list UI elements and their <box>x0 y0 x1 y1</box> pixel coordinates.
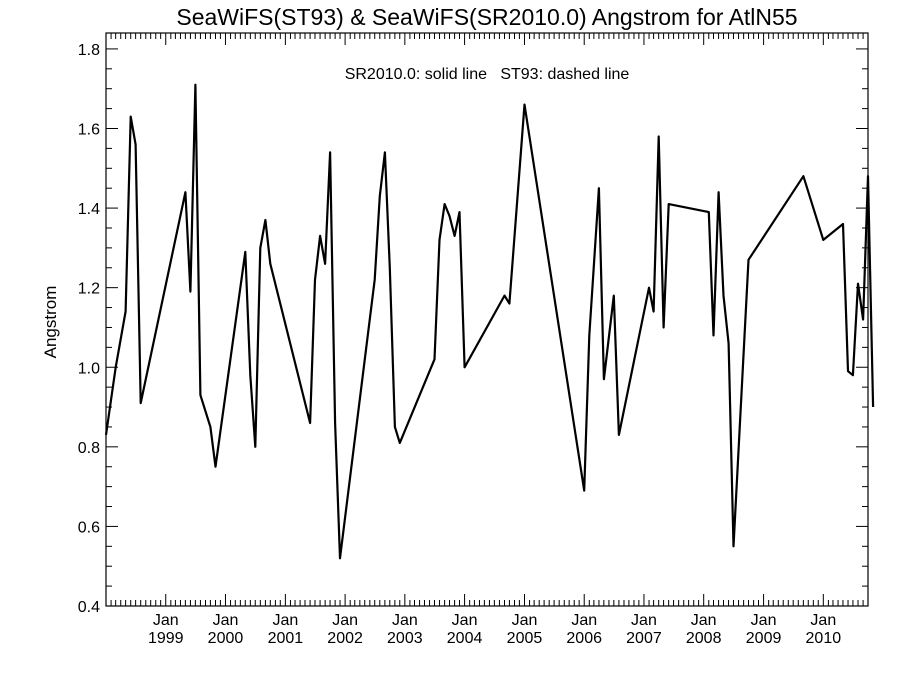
y-tick-label: 1.8 <box>78 42 100 59</box>
x-tick-label-year: 2005 <box>507 630 543 647</box>
x-tick-label-year: 1999 <box>148 630 184 647</box>
x-tick-label-year: 2006 <box>566 630 602 647</box>
x-tick-label-month: Jan <box>213 612 239 629</box>
x-tick-label-year: 2002 <box>327 630 363 647</box>
series-line-sr2010-0 <box>104 83 875 560</box>
y-tick-label: 1.4 <box>78 201 100 218</box>
x-tick-label-month: Jan <box>392 612 418 629</box>
y-axis-ticks: 0.4 0.6 0.8 1.0 1.2 1.4 1.6 1.8 <box>78 42 868 616</box>
y-tick-label: 0.4 <box>78 599 100 616</box>
y-tick-label: 0.8 <box>78 440 100 457</box>
line-style-legend: SR2010.0: solid line ST93: dashed line <box>345 66 630 83</box>
x-tick-label-year: 2010 <box>806 630 842 647</box>
x-tick-label-month: Jan <box>332 612 358 629</box>
series-layer <box>104 83 875 560</box>
x-tick-label-year: 2003 <box>387 630 423 647</box>
y-tick-label: 1.0 <box>78 360 100 377</box>
x-tick-label-month: Jan <box>571 612 597 629</box>
x-tick-label-year: 2008 <box>686 630 722 647</box>
x-tick-label-year: 2007 <box>626 630 662 647</box>
y-tick-label: 1.6 <box>78 122 100 139</box>
x-tick-label-year: 2000 <box>208 630 244 647</box>
x-tick-label-year: 2001 <box>268 630 304 647</box>
x-tick-label-month: Jan <box>810 612 836 629</box>
x-tick-label-month: Jan <box>691 612 717 629</box>
x-tick-label-month: Jan <box>272 612 298 629</box>
x-tick-label-month: Jan <box>153 612 179 629</box>
y-axis-label: Angstrom <box>41 286 60 359</box>
x-tick-label-year: 2009 <box>746 630 782 647</box>
y-tick-label: 0.6 <box>78 519 100 536</box>
plot-frame <box>105 32 869 607</box>
x-tick-label-month: Jan <box>452 612 478 629</box>
chart-title: SeaWiFS(ST93) & SeaWiFS(SR2010.0) Angstr… <box>176 4 797 30</box>
x-tick-label-month: Jan <box>512 612 538 629</box>
x-tick-label-month: Jan <box>631 612 657 629</box>
x-tick-label-year: 2004 <box>447 630 483 647</box>
x-axis-ticks: Jan1999Jan2000Jan2001Jan2002Jan2003Jan20… <box>110 33 869 647</box>
x-tick-label-month: Jan <box>751 612 777 629</box>
y-tick-label: 1.2 <box>78 281 100 298</box>
